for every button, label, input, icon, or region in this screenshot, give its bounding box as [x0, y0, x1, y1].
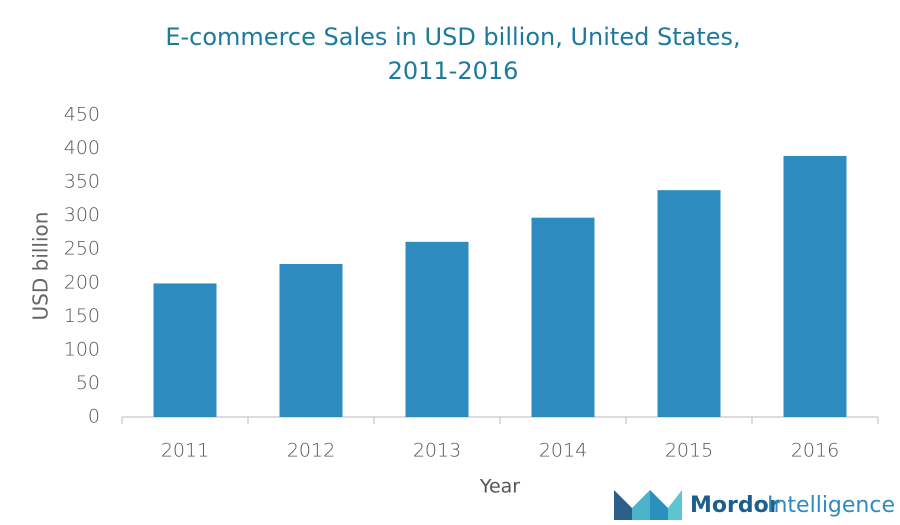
bar — [153, 283, 217, 417]
bar — [279, 263, 343, 417]
y-tick-label: 400 — [64, 137, 100, 159]
logo-icon — [614, 490, 632, 520]
logo-brand: Mordor — [690, 493, 780, 518]
chart-title: 2011-2016 — [388, 57, 519, 85]
y-tick-label: 250 — [64, 238, 100, 260]
y-tick-label: 300 — [64, 204, 100, 226]
x-tick-label: 2015 — [665, 440, 713, 462]
x-tick-label: 2016 — [791, 440, 839, 462]
bar — [405, 241, 469, 417]
y-tick-label: 0 — [88, 406, 100, 428]
y-tick-label: 450 — [64, 104, 100, 126]
y-axis-label: USD billion — [29, 212, 53, 321]
logo-suffix: Intelligence — [767, 493, 895, 518]
bar — [657, 190, 721, 417]
y-tick-label: 100 — [64, 338, 100, 360]
x-tick-label: 2013 — [413, 440, 461, 462]
x-axis-label: Year — [479, 476, 520, 498]
logo-icon — [650, 490, 668, 520]
y-tick-label: 350 — [64, 171, 100, 193]
x-tick-label: 2012 — [287, 440, 335, 462]
bar — [531, 217, 595, 417]
logo-icon — [632, 490, 650, 520]
y-tick-label: 150 — [64, 305, 100, 327]
logo: Mordor Intelligence — [614, 490, 895, 520]
chart-title: E-commerce Sales in USD billion, United … — [165, 23, 740, 51]
y-tick-label: 200 — [64, 271, 100, 293]
bar — [783, 155, 847, 417]
logo-icon — [668, 490, 682, 520]
x-tick-label: 2014 — [539, 440, 587, 462]
y-tick-label: 50 — [76, 372, 100, 394]
x-tick-label: 2011 — [161, 440, 209, 462]
